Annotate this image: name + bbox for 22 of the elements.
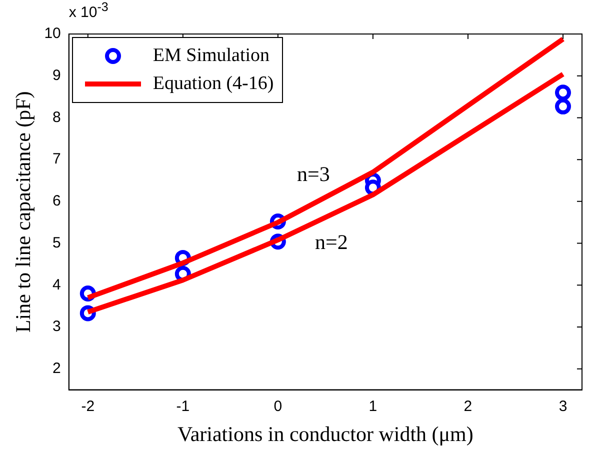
y-tick-label: 9 bbox=[52, 67, 61, 84]
legend-label: EM Simulation bbox=[152, 45, 270, 67]
y-tick-label: 7 bbox=[52, 150, 61, 168]
y-tick-label: 2 bbox=[52, 360, 61, 378]
y-tick-label: 5 bbox=[52, 234, 61, 252]
y-axis-title: Line to line capacitance (pF) bbox=[11, 91, 36, 333]
annotation: n=2 bbox=[315, 230, 348, 254]
y-tick-label: 10 bbox=[44, 25, 61, 42]
y-tick-label: 3 bbox=[52, 318, 61, 336]
annotation: n=3 bbox=[297, 162, 330, 186]
x-tick-label: -1 bbox=[176, 398, 190, 415]
x-tick-label: 0 bbox=[274, 398, 282, 415]
x-tick-label: 2 bbox=[464, 398, 472, 415]
x-tick-label: -2 bbox=[81, 398, 95, 415]
legend-label: Equation (4-16) bbox=[152, 73, 274, 95]
y-tick-label: 8 bbox=[52, 108, 61, 126]
x-axis-title: Variations in conductor width (μm) bbox=[178, 422, 474, 446]
x-tick-label: 3 bbox=[558, 398, 568, 415]
x-tick-label: 1 bbox=[368, 398, 378, 415]
y-tick-label: 4 bbox=[52, 276, 61, 294]
y-tick-label: 6 bbox=[52, 192, 61, 210]
text: x 10$^{-3}$ bbox=[68, 0, 108, 21]
